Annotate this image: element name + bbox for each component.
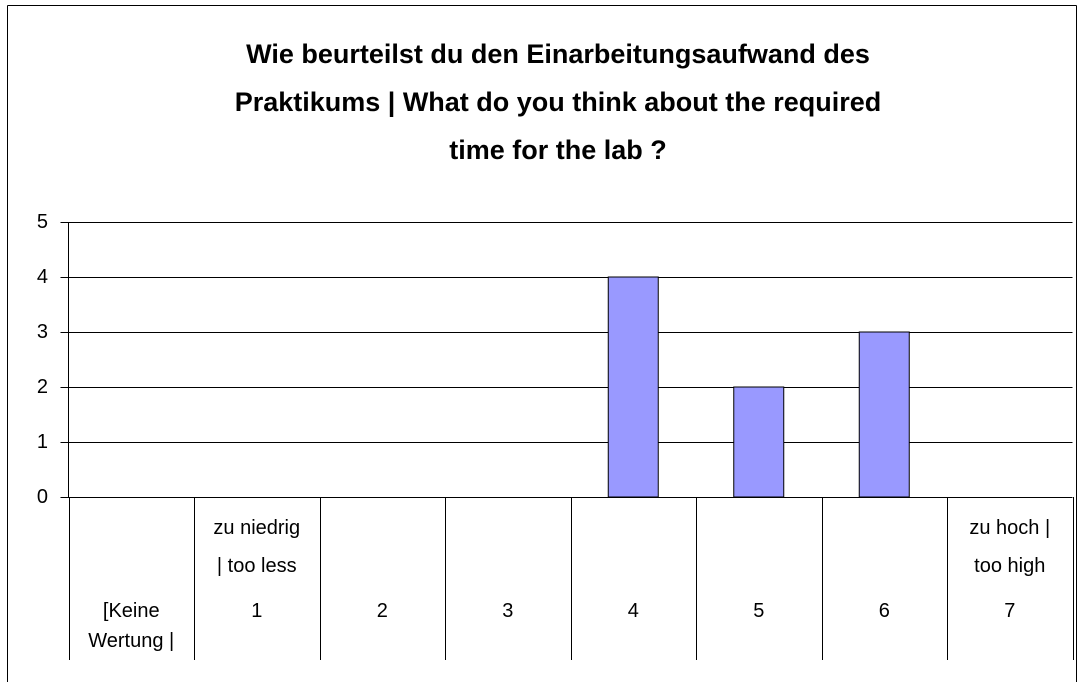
x-tick-label: 6	[879, 600, 890, 622]
x-tick-label: 5	[753, 600, 764, 622]
bar	[858, 331, 910, 498]
bar	[607, 276, 659, 498]
y-tick-label: 4	[37, 266, 48, 288]
x-tick-label: 4	[628, 600, 639, 622]
x-tick-label: [Keine Wertung |	[88, 600, 174, 652]
y-tick-label: 3	[37, 321, 48, 343]
x-tick-label: 2	[377, 600, 388, 622]
y-tick-label: 2	[37, 376, 48, 398]
chart-title: Wie beurteilst du den Einarbeitungsaufwa…	[234, 39, 882, 165]
x-tick-label: 3	[502, 600, 513, 622]
x-tick-label: zu hoch | too high 7	[969, 517, 1050, 622]
y-tick-label: 5	[37, 211, 48, 233]
y-tick-label: 1	[37, 431, 48, 453]
y-tick-label: 0	[37, 486, 48, 508]
x-tick-label: zu niedrig | too less 1	[213, 517, 300, 622]
bar	[733, 386, 785, 498]
